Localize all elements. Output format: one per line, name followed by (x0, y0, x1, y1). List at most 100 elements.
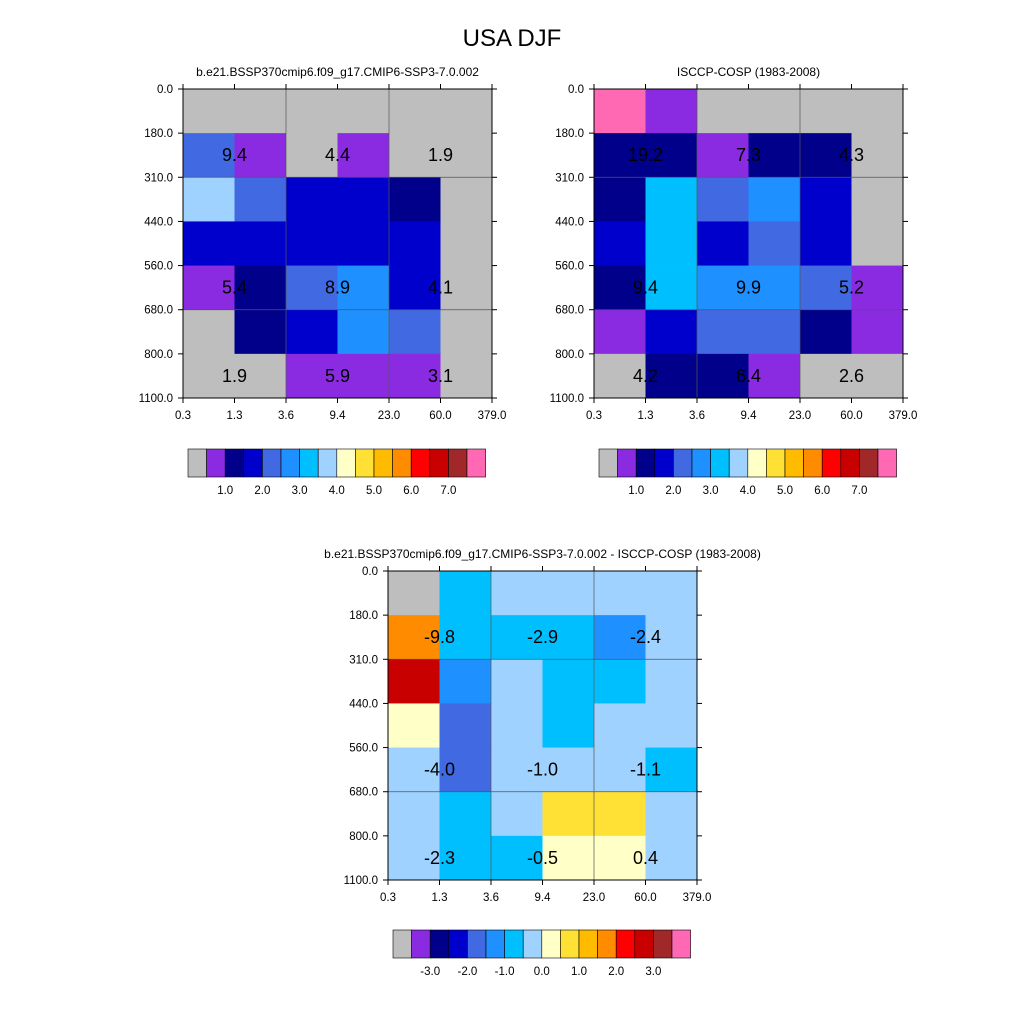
x-tick-label: 1.3 (638, 410, 654, 422)
colorbar-swatch (617, 448, 637, 478)
panel-3: b.e21.BSSP370cmip6.f09_g17.CMIP6-SSP3-7.… (324, 547, 761, 978)
heatmap-cell (234, 221, 287, 266)
heatmap-cell (645, 133, 698, 178)
colorbar-swatch (504, 929, 524, 959)
cell-value-label: 8.9 (325, 278, 350, 298)
x-tick-label: 9.4 (535, 892, 552, 904)
heatmap-cell (388, 747, 440, 793)
colorbar-swatch (673, 448, 693, 478)
colorbar: -3.0 -2.0 -1.0 0.0 1.0 2.0 3.0 (392, 929, 691, 978)
colorbar-label: 3.0 (703, 485, 719, 497)
colorbar-swatch (654, 448, 674, 478)
heatmap-cell (388, 703, 440, 748)
heatmap-cell (491, 791, 543, 837)
heatmap-cell (542, 615, 595, 660)
colorbar-label: 6.0 (403, 485, 419, 497)
heatmap-cell (183, 89, 235, 134)
heatmap-cell (491, 703, 543, 748)
y-tick-label: 440.0 (349, 698, 378, 710)
heatmap-cell (440, 133, 493, 178)
heatmap-cell (851, 353, 904, 399)
colorbar-swatch (373, 448, 393, 478)
heatmap-cell (234, 265, 287, 311)
colorbar-swatch (634, 929, 654, 959)
heatmap-cell (337, 309, 390, 355)
colorbar: 1.0 2.0 3.0 4.0 5.0 6.0 7.0 (187, 448, 486, 497)
colorbar-swatch (280, 448, 300, 478)
y-tick-label: 440.0 (144, 216, 173, 228)
heatmap-cell (594, 703, 646, 748)
heatmap-cell (542, 747, 595, 793)
colorbar-swatch (448, 448, 468, 478)
colorbar-swatch (635, 448, 656, 478)
heatmap-cell (594, 615, 646, 660)
heatmap-cell (594, 571, 646, 616)
heatmap-cell (337, 89, 390, 134)
heatmap-cell (645, 89, 698, 134)
heatmap-cell (183, 177, 235, 222)
colorbar-swatch (821, 448, 842, 478)
heatmap-cell (542, 703, 595, 748)
heatmap-cell (234, 353, 287, 399)
colorbar-swatch (336, 448, 356, 478)
y-tick-label: 440.0 (555, 216, 584, 228)
colorbar-swatch (299, 448, 319, 478)
heatmap-cell (440, 221, 493, 266)
heatmap-cell (389, 353, 441, 399)
heatmap-cell (491, 615, 543, 660)
colorbar-label: 1.0 (571, 966, 587, 978)
colorbar-swatch (448, 929, 468, 959)
cell-value-label: 3.1 (428, 366, 453, 386)
y-tick-label: 800.0 (555, 349, 584, 361)
heatmap-cell (748, 89, 801, 134)
heatmap-cell (542, 571, 595, 616)
y-tick-label: 180.0 (144, 128, 173, 140)
cell-value-label: 9.4 (222, 145, 247, 165)
panels: b.e21.BSSP370cmip6.f09_g17.CMIP6-SSP3-7.… (139, 65, 918, 978)
y-tick-label: 0.0 (157, 84, 173, 96)
heatmap-cell (645, 309, 698, 355)
heatmap-cell (388, 659, 440, 704)
figure-title: USA DJF (463, 25, 562, 52)
heatmap-cell (594, 309, 646, 355)
heatmap-cell (645, 703, 698, 748)
cell-value-label: 1.9 (222, 366, 247, 386)
heatmap-cell (697, 89, 749, 134)
heatmap-cell (337, 265, 390, 311)
cell-value-label: 5.9 (325, 366, 350, 386)
colorbar-label: -1.0 (495, 966, 515, 978)
cell-value-label: -2.3 (424, 848, 455, 868)
heatmap-cell (388, 615, 440, 660)
panel-title: ISCCP-COSP (1983-2008) (677, 65, 820, 79)
colorbar-swatch (187, 448, 207, 478)
colorbar-swatch (766, 448, 786, 478)
x-tick-label: 60.0 (840, 410, 862, 422)
y-tick-label: 0.0 (362, 566, 378, 578)
heatmap-cell (594, 89, 646, 134)
heatmap-cell (800, 221, 852, 266)
y-tick-label: 680.0 (144, 305, 173, 317)
heatmap-cell (697, 353, 749, 399)
heatmap-cell (748, 265, 801, 311)
colorbar-swatch (206, 448, 226, 478)
cell-value-label: 7.3 (736, 145, 761, 165)
heatmap-cell (645, 615, 698, 660)
heatmap-cell (748, 353, 801, 399)
heatmap-cell (439, 747, 492, 793)
colorbar-swatch (671, 929, 691, 959)
colorbar-swatch (429, 448, 449, 478)
colorbar-swatch (392, 929, 412, 959)
heatmap-cell (286, 89, 338, 134)
colorbar-swatch (784, 448, 804, 478)
heatmap-cell (748, 133, 801, 178)
heatmap-cell (594, 835, 646, 881)
colorbar-swatch (803, 448, 823, 478)
heatmap-cell (286, 265, 338, 311)
heatmap-cell (851, 133, 904, 178)
heatmap-cell (542, 791, 595, 837)
heatmap-cell (440, 177, 493, 222)
colorbar-label: 2.0 (254, 485, 270, 497)
colorbar-label: 2.0 (665, 485, 681, 497)
colorbar-label: 1.0 (217, 485, 233, 497)
heatmap-cell (645, 659, 698, 704)
